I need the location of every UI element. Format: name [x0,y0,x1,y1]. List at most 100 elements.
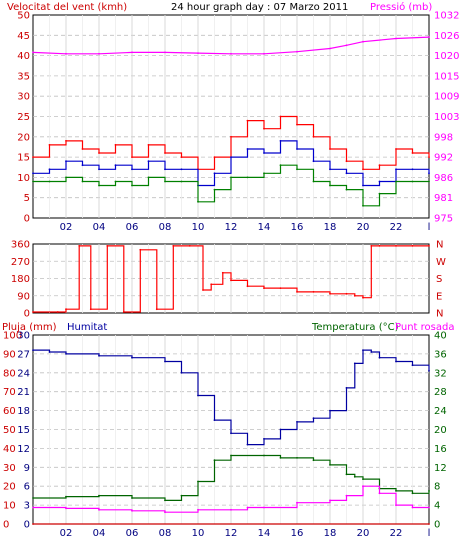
chart-1-y2-tick-label: E [436,291,442,302]
chart-0-series-0-point [329,148,331,150]
chart-2-series-1-point [345,387,348,389]
chart-2-series-3-point [362,485,364,488]
chart-0-y-tick-label: 20 [17,132,30,143]
chart-0-y2-tick-label: 981 [434,193,453,204]
chart-2-y2-tick-label: 12 [434,463,447,474]
chart-1-series-0-point [78,245,81,247]
chart-2-series-2-point [312,459,315,462]
chart-0-x-tick-label: 18 [324,222,337,233]
chart-1-series-0-point [370,245,373,247]
chart-0-series-0-point [48,144,51,146]
chart-1-series-0-point [155,308,158,311]
chart-0-series-1-point [98,168,100,171]
chart-0-x-tick-label: 20 [357,222,370,233]
chart-2-series-2-point [98,494,100,497]
chart-0-series-2-point [230,176,232,179]
chart-2-series-2-point [329,464,331,466]
chart-2-y2-tick-label: 4 [434,501,440,512]
chart-0-series-2-point [197,200,199,203]
chart-0-series-0-point [263,127,265,130]
chart-0-y-tick-label: 30 [17,92,30,103]
chart-0-x-tick-label: l [428,222,431,233]
chart-2-series-1-point [263,438,265,440]
chart-2-series-1-point [65,353,67,355]
chart-1-series-0-point [345,292,348,295]
chart-0-y-tick-label: 50 [17,11,30,22]
chart-1-series-0-point [188,245,191,247]
chart-2-series-2-point [279,457,282,459]
chart-2-x-tick-label: 22 [390,528,403,539]
chart-0-series-3-point [329,47,331,50]
chart-2-y-tick-label: 40 [3,444,16,455]
chart-1-series-0-point [89,308,92,311]
chart-2-series-2-point [362,478,364,480]
chart-2-series-2-point [164,499,166,502]
chart-2-x-tick-label: 14 [258,528,271,539]
chart-2-y-tick-label-inner: 18 [17,406,30,417]
chart-2-series-1-point [279,428,282,431]
chart-0-series-2-point [345,188,348,191]
chart-2-y-tick-label: 80 [3,368,16,379]
chart-2-series-1-point [370,351,373,353]
chart-0-series-1-point [32,172,34,175]
chart-2-series-2-point [131,497,133,499]
chart-1-series-0-point [353,294,356,297]
chart-0-series-2-point [329,184,331,187]
chart-0-series-3-point [296,50,298,53]
chart-0-series-3-point [65,52,67,55]
chart-1-series-0-point [378,245,381,247]
chart-0-x-tick-label: 16 [291,222,304,233]
chart-2-series-3-point [197,508,199,511]
chart-0-series-3-point [230,52,232,55]
chart-0-y-tick-label: 25 [17,112,30,123]
chart-title: 24 hour graph day : 07 Marzo 2011 [171,2,348,13]
chart-1-y2-tick-label: W [436,257,446,268]
chart-2-series-3-point [230,508,232,511]
chart-0-series-2-point [279,164,282,167]
chart-1-series-0-point [246,285,249,288]
chart-2-series-2-point [230,454,232,457]
chart-0-series-2-point [378,192,381,195]
chart-1-series-0-point [428,245,430,247]
chart-2-x-tick-label: 16 [291,528,304,539]
chart-0-series-0-point [279,115,282,118]
chart-0-series-0-point [395,148,397,150]
chart-0-series-0-point [246,119,249,122]
chart-0-series-0-point [428,156,430,159]
chart-0-series-2-point [98,184,100,187]
chart-1-series-0-point [263,287,265,289]
chart-1-series-0-point [65,308,67,311]
chart-0-x-tick-label: 14 [258,222,271,233]
chart-0-series-2-point [164,180,166,183]
chart-0-series-0-point [131,156,133,159]
chart-0-series-0-point [81,148,84,150]
chart-0-series-2-point [114,180,117,183]
chart-2-y-tick-label: 70 [3,387,16,398]
chart-2-series-1-point [411,364,414,367]
chart-2-series-2-point [411,492,414,495]
chart-2-series-3-point [411,506,414,509]
chart-1-series-0-point [411,245,414,247]
chart-0-x-tick-label: 06 [126,222,139,233]
chart-2-series-3-point [131,509,133,512]
chart-2-series-2-point [213,459,216,462]
chart-1-series-0-point [122,311,125,313]
chart-0-series-1-point [164,168,166,171]
chart-1-y-tick-label: 180 [11,274,30,285]
chart-0-y2-tick-label: 986 [434,173,453,184]
chart-2-series-3-line [33,485,429,513]
chart-0-series-1-point [180,168,183,171]
humidity-axis-label: Humitat [67,322,107,333]
chart-2-x-tick-label: 12 [225,528,238,539]
chart-2-y-tick-label-inner: 21 [17,387,30,398]
chart-0-series-1-point [428,172,430,175]
chart-2-series-1-point [197,394,199,397]
chart-0-series-2-point [81,180,84,183]
chart-2-y-tick-label: 20 [3,482,16,493]
chart-2-y2-tick-label: 24 [434,406,447,417]
chart-1-series-0-point [296,291,298,293]
chart-2-series-3-point [98,508,100,511]
chart-0-y2-tick-label: 992 [434,153,453,164]
chart-2-series-1-point [312,417,315,420]
